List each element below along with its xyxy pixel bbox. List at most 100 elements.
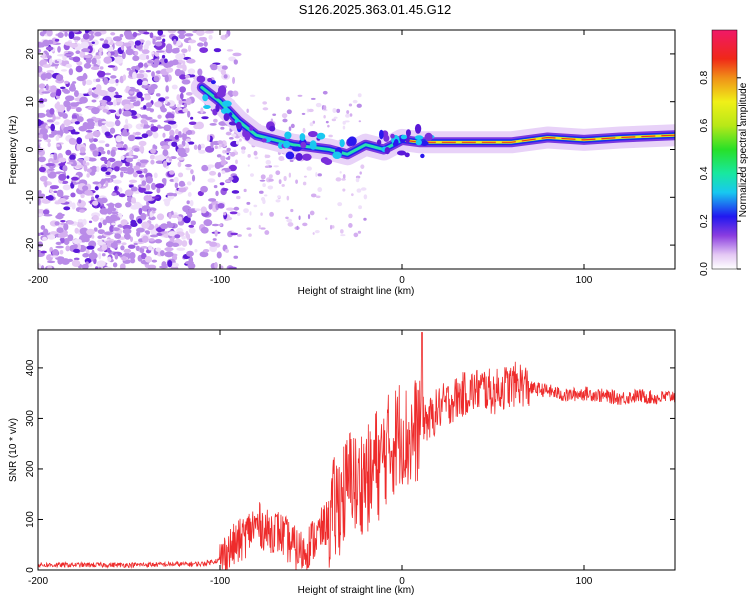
spectral-speckle (86, 173, 90, 178)
spectral-speckle (122, 228, 132, 235)
spectral-speckle (169, 129, 175, 137)
spectral-speckle (262, 101, 268, 105)
spectral-speckle (231, 190, 240, 194)
spectral-speckle (160, 223, 169, 230)
ridge-blob (384, 146, 391, 155)
ridge-blob (376, 139, 382, 146)
spectral-speckle (177, 157, 185, 161)
spectral-speckle (188, 121, 197, 125)
spectral-speckle (86, 132, 94, 139)
colorbar: 0.0 0.2 0.4 0.6 0.8 Normalized spectral ampl… (699, 29, 749, 276)
spectral-speckle (233, 59, 238, 65)
spectral-speckle (249, 173, 254, 177)
spectral-speckle (209, 170, 217, 176)
spectral-speckle (151, 196, 160, 199)
spectral-speckle (268, 178, 274, 182)
spectral-speckle (286, 109, 292, 115)
spectral-speckle (115, 239, 122, 244)
spectral-speckle (112, 227, 120, 232)
spectral-speckle (166, 192, 175, 197)
spectral-speckle (85, 129, 93, 133)
spectral-speckle (66, 220, 75, 225)
spectral-speckle (155, 160, 165, 165)
spectral-speckle (325, 120, 329, 124)
spectral-speckle (101, 244, 108, 251)
spectral-speckle (92, 181, 100, 185)
spectral-speckle (68, 138, 77, 145)
spectral-speckle (185, 230, 189, 239)
spectral-speckle (46, 119, 55, 123)
colorbar-label: Normalized spectral amplitude (738, 82, 749, 217)
spectral-speckle (99, 66, 104, 70)
snr-series (38, 332, 675, 570)
spectral-speckle (123, 248, 132, 254)
spectral-speckle (121, 242, 127, 246)
spectral-speckle (149, 154, 155, 160)
spectral-speckle (112, 179, 122, 184)
spectral-speckle (247, 164, 250, 167)
spectral-speckle (325, 217, 328, 220)
spectral-speckle (275, 199, 281, 203)
spectral-speckle (201, 116, 209, 120)
spectral-speckle (267, 185, 274, 190)
spectral-speckle (332, 107, 337, 114)
spectral-speckle (235, 159, 238, 165)
ridge-blob (261, 138, 267, 143)
spectral-speckle (167, 30, 177, 34)
spectral-speckle (101, 120, 109, 124)
spectral-speckle (345, 113, 350, 118)
spectral-speckle (315, 172, 318, 177)
ridge-blob (210, 80, 216, 85)
spectral-speckle (141, 180, 147, 186)
spectral-speckle (79, 152, 86, 156)
spectral-speckle (118, 187, 123, 193)
spectral-speckle (145, 184, 151, 191)
spectral-speckle (88, 30, 94, 35)
spectral-speckle (57, 46, 61, 53)
spectral-speckle (236, 212, 241, 216)
spectrogram-y-label: Frequency (Hz) (8, 116, 19, 185)
spectral-speckle (331, 225, 335, 229)
spectral-speckle (46, 30, 53, 37)
spectral-speckle (66, 175, 70, 179)
spectral-speckle (177, 220, 185, 226)
spectral-speckle (107, 51, 111, 57)
spectral-speckle (260, 227, 266, 230)
spectral-speckle (268, 174, 273, 179)
spectral-speckle (86, 228, 95, 236)
spectral-speckle (306, 166, 312, 171)
spectral-speckle (232, 90, 239, 97)
spectral-speckle (145, 69, 152, 73)
spectral-speckle (221, 65, 228, 70)
spectral-speckle (138, 62, 144, 68)
spectral-speckle (241, 149, 246, 154)
spectral-speckle (88, 157, 97, 162)
ridge-blob (223, 113, 230, 122)
spectral-speckle (58, 157, 67, 163)
colorbar-ticks: 0.0 0.2 0.4 0.6 0.8 (699, 70, 741, 276)
spectral-speckle (283, 175, 287, 182)
spectral-speckle (153, 58, 160, 66)
spectral-speckle (264, 230, 270, 235)
spectral-speckle (38, 156, 46, 163)
spectral-speckle (76, 220, 85, 228)
spectral-speckle (129, 236, 134, 242)
colorbar-tick-label: 0.0 (699, 262, 710, 276)
spectral-speckle (120, 171, 124, 178)
spectral-speckle (175, 53, 185, 61)
spectral-speckle (40, 265, 45, 269)
spectral-speckle (152, 131, 159, 139)
spectral-speckle (50, 255, 59, 258)
spectral-speckle (162, 149, 169, 157)
spectral-speckle (125, 118, 129, 125)
spectral-speckle (173, 38, 177, 45)
spectral-speckle (83, 54, 92, 59)
spectral-speckle (38, 241, 44, 248)
spectral-speckle (98, 51, 102, 56)
spectral-speckle (207, 178, 216, 183)
spectral-speckle (155, 183, 165, 189)
spectral-speckle (47, 265, 53, 269)
spectral-speckle (336, 108, 341, 113)
spectral-speckle (352, 99, 358, 104)
spectral-speckle (55, 214, 64, 220)
